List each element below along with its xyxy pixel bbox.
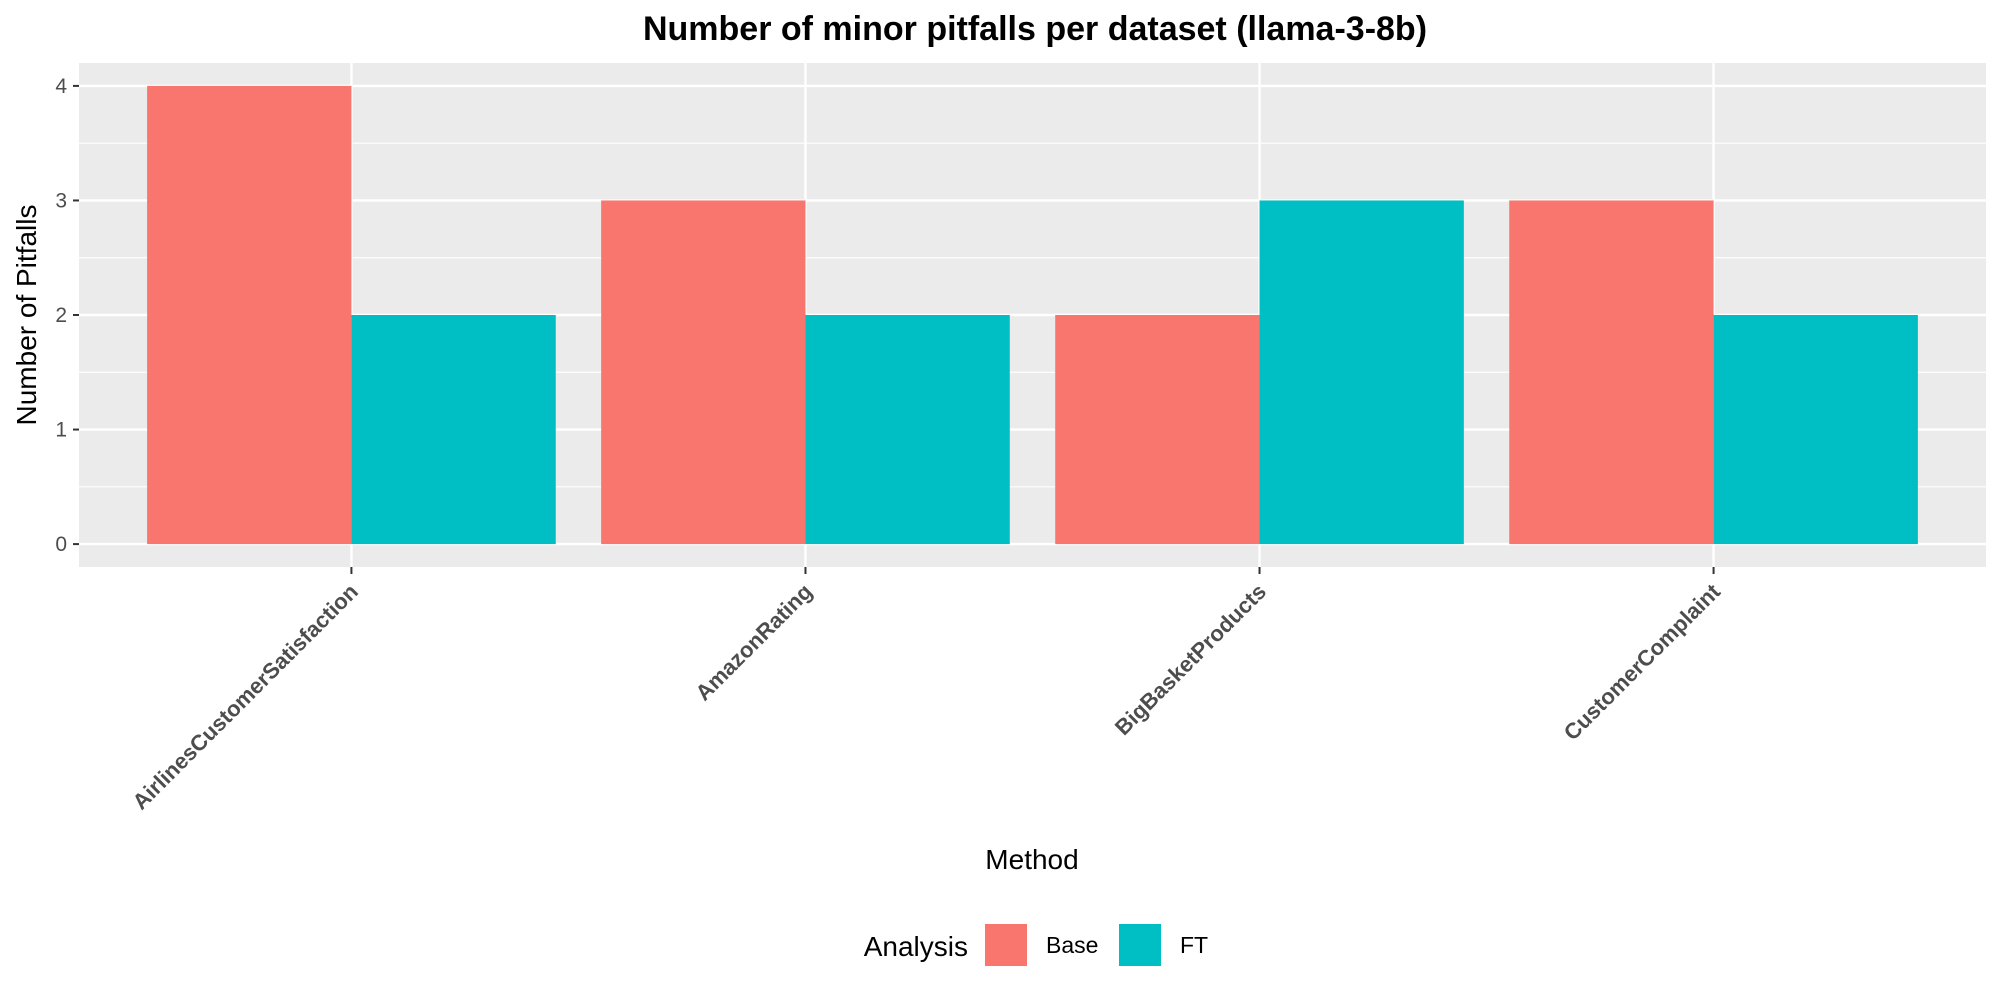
bar-ft-airlinescustomersatisfaction: [351, 315, 556, 545]
y-tick-label: 3: [55, 189, 67, 212]
legend-label-base: Base: [1046, 932, 1098, 958]
bar-base-bigbasketproducts: [1055, 315, 1260, 545]
legend-label-ft: FT: [1180, 932, 1208, 958]
legend-key-base: [983, 922, 1029, 968]
legend-title: Analysis: [864, 931, 968, 962]
bar-ft-amazonrating: [805, 315, 1010, 545]
bar-ft-bigbasketproducts: [1259, 200, 1464, 545]
y-tick-label: 2: [55, 304, 67, 327]
bar-base-airlinescustomersatisfaction: [147, 85, 352, 545]
y-axis: 0 1 2 3 4: [55, 75, 79, 556]
legend: Analysis Base FT: [864, 922, 1208, 968]
x-tick-label: CustomerComplaint: [1559, 578, 1726, 745]
bar-base-customercomplaint: [1509, 200, 1714, 545]
x-tick-label: AirlinesCustomerSatisfaction: [127, 579, 363, 815]
bar-ft-customercomplaint: [1713, 315, 1918, 545]
y-tick-label: 0: [55, 533, 67, 556]
legend-key-ft: [1117, 922, 1163, 968]
x-axis-title: Method: [985, 844, 1078, 875]
x-tick-label: AmazonRating: [690, 579, 817, 706]
x-tick-label: BigBasketProducts: [1110, 579, 1271, 740]
bars: [147, 85, 1918, 545]
y-axis-title: Number of Pitfalls: [11, 205, 42, 426]
y-tick-label: 4: [55, 75, 67, 98]
x-axis: AirlinesCustomerSatisfaction AmazonRating…: [127, 567, 1726, 815]
chart-title: Number of minor pitfalls per dataset (ll…: [643, 10, 1427, 48]
bar-base-amazonrating: [601, 200, 806, 545]
y-tick-label: 1: [55, 419, 67, 442]
